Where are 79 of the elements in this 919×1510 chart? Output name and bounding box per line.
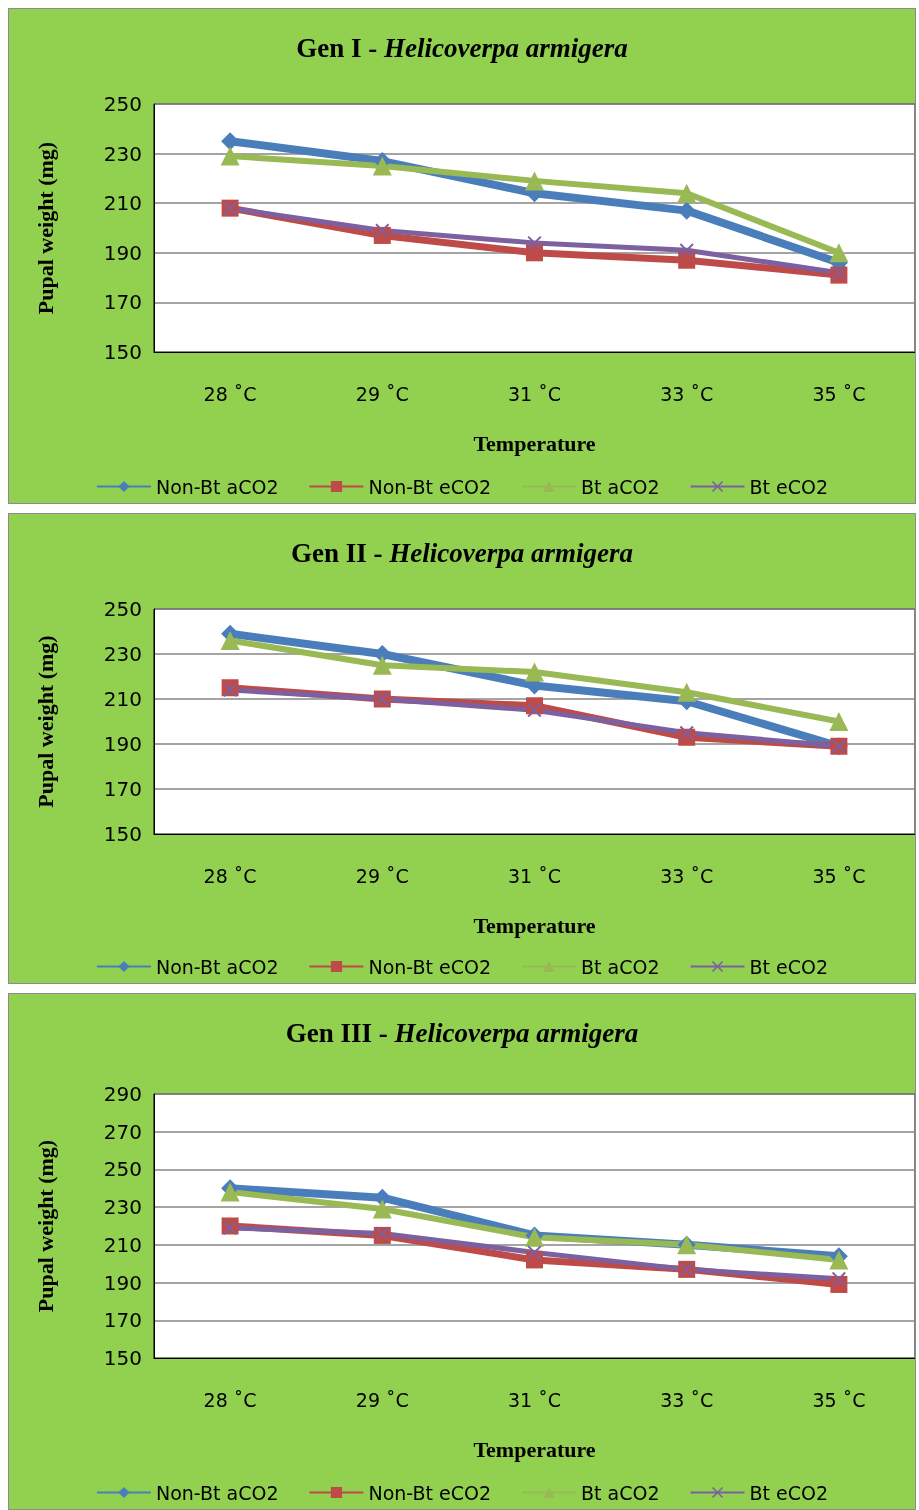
point [375,223,390,238]
legend-label: Non-Bt eCO2 [368,1481,492,1504]
y-tick-label: 150 [103,1346,142,1370]
legend-label: Non-Bt aCO2 [155,475,279,498]
x-tick-label: 31 ˚C [508,864,561,887]
y-tick-label: 170 [103,1308,142,1333]
legend-label: Bt eCO2 [749,955,829,978]
point [679,243,694,258]
y-tick-label: 230 [103,642,142,666]
x-tick-label: 35 ˚C [812,1388,866,1411]
y-tick-label: 250 [103,92,142,116]
legend-label: Bt eCO2 [749,475,829,498]
y-tick-label: 170 [103,290,142,315]
x-axis-title: Temperature [473,1436,596,1462]
x-tick-label: 35 ˚C [812,382,866,405]
y-tick-label: 150 [103,822,142,846]
y-tick-label: 290 [103,1082,142,1106]
legend-label: Bt aCO2 [581,955,660,978]
chart-title: Gen II - Helicoverpa armigera [291,537,633,568]
legend-label: Non-Bt eCO2 [368,955,492,978]
point [677,682,697,702]
x-tick-label: 29 ˚C [355,864,409,887]
y-tick-label: 190 [103,240,142,265]
legend-label: Bt aCO2 [581,1481,660,1504]
y-axis-title: Pupal weight (mg) [32,635,58,808]
point [372,1199,392,1219]
point [527,1245,542,1260]
point [527,703,542,718]
y-tick-label: 210 [103,1232,142,1257]
y-tick-label: 210 [103,687,142,711]
y-tick-label: 230 [103,141,142,166]
point [525,662,544,682]
y-tick-label: 210 [103,191,142,216]
y-tick-label: 170 [103,777,142,801]
x-axis-title: Temperature [473,912,596,938]
x-tick-label: 29 ˚C [355,1388,409,1411]
y-tick-label: 190 [103,1270,142,1295]
y-tick-label: 250 [103,1157,142,1182]
x-tick-label: 28 ˚C [203,1388,257,1411]
x-tick-label: 31 ˚C [508,382,561,405]
legend-label: Bt aCO2 [581,475,660,498]
point [220,631,240,650]
legend-label: Bt eCO2 [749,1481,829,1504]
x-tick-label: 33 ˚C [660,864,714,887]
point [829,243,849,263]
point [220,146,240,166]
point [677,183,697,203]
point [527,235,542,250]
y-tick-label: 250 [103,597,142,621]
x-tick-label: 33 ˚C [660,382,714,405]
legend-label: Non-Bt eCO2 [368,475,492,498]
x-tick-label: 28 ˚C [203,864,257,887]
point [372,156,392,176]
x-axis-title: Temperature [473,430,596,456]
point [679,725,694,740]
point [831,1271,846,1286]
point [223,683,238,697]
y-axis-title: Pupal weight (mg) [32,141,58,315]
x-tick-label: 29 ˚C [355,382,409,405]
chart-title: Gen I - Helicoverpa armigera [296,32,628,63]
x-tick-label: 33 ˚C [660,1388,714,1411]
y-tick-label: 270 [103,1119,142,1144]
x-tick-label: 28 ˚C [203,382,257,405]
point [831,265,846,280]
y-axis-title: Pupal weight (mg) [32,1139,58,1313]
point [372,655,392,675]
y-tick-label: 230 [103,1195,142,1220]
point [526,244,543,262]
legend-label: Non-Bt aCO2 [155,1481,279,1504]
point [829,712,849,731]
point [525,171,544,191]
x-tick-label: 31 ˚C [508,1388,561,1411]
point [220,1182,240,1202]
y-tick-label: 150 [103,340,142,364]
x-tick-label: 35 ˚C [812,864,866,887]
legend-label: Non-Bt aCO2 [155,955,279,978]
chart-title: Gen III - Helicoverpa armigera [285,1017,639,1048]
y-tick-label: 190 [103,732,142,756]
point [678,251,696,269]
